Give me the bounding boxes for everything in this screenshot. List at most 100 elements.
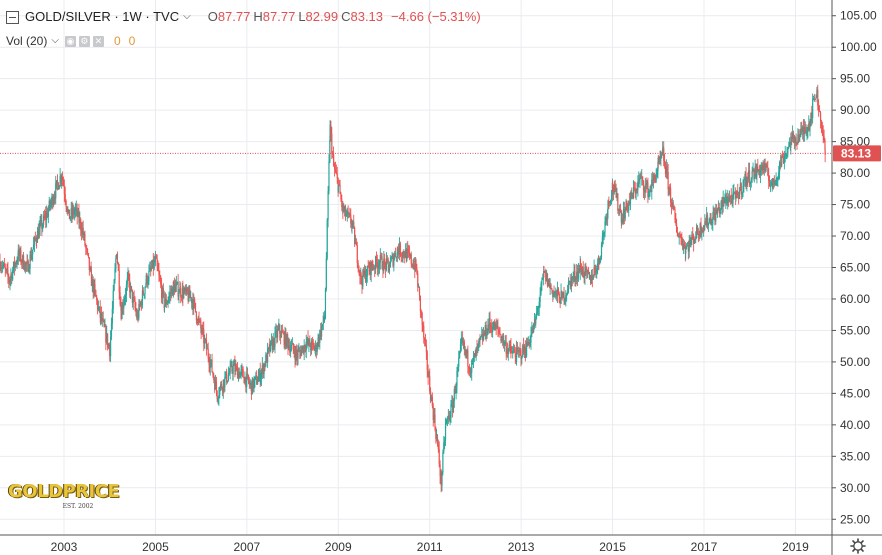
candle-body (531, 328, 533, 335)
candle-body (362, 270, 364, 286)
candle-body (285, 331, 287, 348)
candle-body (557, 288, 560, 294)
candle-body (130, 286, 132, 293)
candle-body (514, 352, 516, 358)
candle-body (241, 368, 243, 370)
candle-body (401, 255, 403, 257)
candle-body (45, 214, 47, 220)
candle-body (427, 369, 429, 377)
volume-chevron-down-icon[interactable]: ⌵ (51, 35, 59, 46)
candle-body (734, 191, 736, 195)
candle-body (262, 364, 264, 375)
candle-body (0, 261, 1, 269)
candle-body (770, 184, 772, 185)
candle-body (179, 287, 181, 294)
candle-body (512, 351, 514, 354)
candle-body (626, 200, 628, 207)
candle-body (482, 333, 485, 341)
candle-body (242, 369, 244, 378)
candle-body (683, 244, 685, 250)
candle-body (753, 168, 755, 180)
candle-body (777, 177, 779, 179)
y-tick-label: 40.00 (840, 418, 870, 432)
candle-body (432, 406, 434, 420)
candle-body (785, 153, 787, 155)
candle-body (393, 258, 395, 266)
candle-body (101, 318, 103, 321)
candle-body (418, 287, 421, 296)
x-tick-label: 2019 (782, 540, 809, 554)
candle-body (225, 371, 227, 377)
candle-body (207, 348, 209, 358)
candle-body (13, 261, 16, 268)
candle-body (314, 344, 317, 350)
candle-body (818, 110, 821, 112)
candle-body (818, 105, 820, 111)
chevron-down-icon[interactable]: ⌵ (183, 11, 191, 22)
close-icon[interactable]: ✕ (92, 35, 104, 47)
candle-body (546, 273, 549, 287)
chart-legend: GOLD/SILVER · 1W · TVC ⌵ O 87.77 H 87.77 L… (6, 8, 481, 26)
candle-body (48, 200, 50, 210)
candle-body (801, 128, 803, 133)
candle-body (41, 220, 43, 229)
candle-body (718, 207, 720, 214)
candle-body (648, 191, 650, 193)
candle-body (778, 171, 780, 178)
settings-gear-icon[interactable] (850, 538, 866, 554)
candle-body (107, 344, 110, 347)
candle-body (787, 147, 789, 153)
y-tick-label: 30.00 (840, 481, 870, 495)
candle-body (11, 274, 13, 280)
candle-body (746, 177, 748, 186)
candle-body (425, 345, 427, 353)
candle-body (321, 324, 324, 327)
candle-body (7, 269, 9, 277)
candle-body (416, 267, 418, 274)
candle-body (199, 319, 201, 321)
goldprice-logo: GOLDPRICE EST. 2002 (8, 481, 146, 510)
candle-body (766, 165, 768, 168)
candle-body (31, 254, 33, 260)
candle-body (813, 98, 816, 100)
candle-body (51, 196, 53, 203)
candle-body (216, 391, 218, 399)
candle-body (752, 168, 754, 172)
candle-body (505, 341, 507, 354)
symbol-title[interactable]: GOLD/SILVER · 1W · TVC (25, 9, 180, 24)
candle-body (284, 331, 286, 345)
candle-body (236, 366, 239, 379)
candle-body (356, 245, 358, 264)
candle-body (745, 173, 747, 186)
candle-body (203, 329, 205, 344)
candle-body (349, 213, 351, 216)
candle-body (596, 270, 598, 273)
candle-body (664, 166, 667, 174)
gear-icon[interactable]: ⚙ (78, 35, 90, 47)
candle-body (692, 234, 694, 237)
candle-body (456, 370, 458, 387)
candle-body (685, 248, 687, 254)
candle-body (383, 258, 385, 272)
candle-body (19, 250, 21, 256)
candle-body (487, 324, 489, 335)
volume-label[interactable]: Vol (20) (6, 34, 48, 48)
candle-body (631, 191, 633, 195)
candle-body (445, 422, 447, 426)
candle-body (143, 294, 145, 295)
eye-icon[interactable]: ◉ (64, 35, 76, 47)
candle-body (814, 98, 816, 100)
candle-body (14, 262, 16, 268)
candle-body (332, 153, 334, 155)
collapse-icon[interactable] (6, 10, 19, 24)
candle-body (45, 212, 48, 220)
candle-body (360, 273, 362, 282)
candle-body (760, 165, 762, 171)
candle-body (245, 376, 247, 387)
candle-body (807, 127, 809, 131)
candle-body (163, 292, 165, 309)
candle-body (363, 270, 365, 276)
candle-body (767, 167, 769, 176)
